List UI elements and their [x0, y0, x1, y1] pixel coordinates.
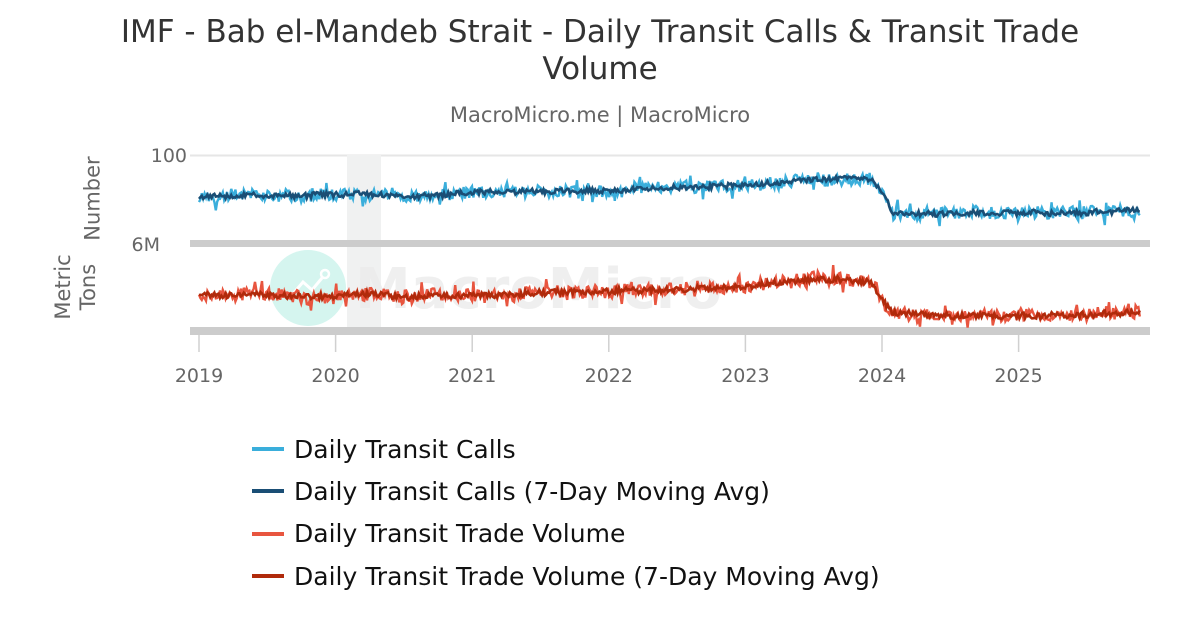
legend-item-daily-trade-volume[interactable]: Daily Transit Trade Volume: [252, 513, 880, 555]
top-panel-series: [197, 170, 1141, 227]
top-panel-baseline: [190, 240, 1150, 247]
y-axis-label-line1: Metric: [51, 254, 75, 320]
legend-swatch-icon: [252, 489, 284, 494]
x-tick-label-2024: 2024: [857, 365, 907, 387]
legend: Daily Transit Calls Daily Transit Calls …: [252, 428, 880, 597]
y-axis-label-number: Number: [80, 156, 105, 241]
chart-title-line1: IMF - Bab el-Mandeb Strait - Daily Trans…: [120, 14, 1080, 50]
legend-swatch-icon: [252, 447, 284, 452]
legend-label: Daily Transit Calls (7-Day Moving Avg): [294, 476, 770, 506]
series-line: [198, 273, 1141, 323]
legend-item-daily-transit-calls-ma[interactable]: Daily Transit Calls (7-Day Moving Avg): [252, 470, 880, 512]
watermark-chart-glyph-icon: [290, 277, 324, 296]
x-tick-label-2025: 2025: [994, 365, 1043, 387]
chart-subtitle: MacroMicro.me | MacroMicro: [449, 103, 751, 127]
series-line: [197, 173, 1141, 220]
legend-label: Daily Transit Calls: [294, 434, 516, 464]
legend-item-daily-trade-volume-ma[interactable]: Daily Transit Trade Volume (7-Day Moving…: [252, 555, 880, 597]
bottom-panel-baseline: [190, 327, 1150, 335]
x-tick-label-2022: 2022: [584, 365, 633, 387]
bottom-panel-series: [197, 265, 1141, 328]
legend-swatch-icon: [252, 531, 284, 536]
chart-title: IMF - Bab el-Mandeb Strait - Daily Trans…: [0, 14, 1200, 88]
legend-swatch-icon: [252, 574, 284, 579]
legend-label: Daily Transit Trade Volume: [294, 519, 626, 549]
x-tick-label-2019: 2019: [174, 365, 224, 387]
chart-title-line2: Volume: [542, 51, 658, 87]
x-axis-ticks: [198, 335, 1020, 352]
x-tick-label-2020: 2020: [311, 365, 360, 387]
x-tick-label-2021: 2021: [448, 365, 497, 387]
y-tick-6m: 6M: [131, 234, 160, 256]
legend-item-daily-transit-calls[interactable]: Daily Transit Calls: [252, 428, 880, 470]
legend-label: Daily Transit Trade Volume (7-Day Moving…: [294, 561, 880, 591]
y-axis-label-line2: Tons: [76, 263, 100, 311]
x-tick-label-2023: 2023: [721, 365, 770, 387]
y-axis-label-metric-tons: Metric Tons: [51, 237, 101, 337]
y-tick-100: 100: [150, 145, 187, 167]
series-line: [197, 170, 1141, 227]
